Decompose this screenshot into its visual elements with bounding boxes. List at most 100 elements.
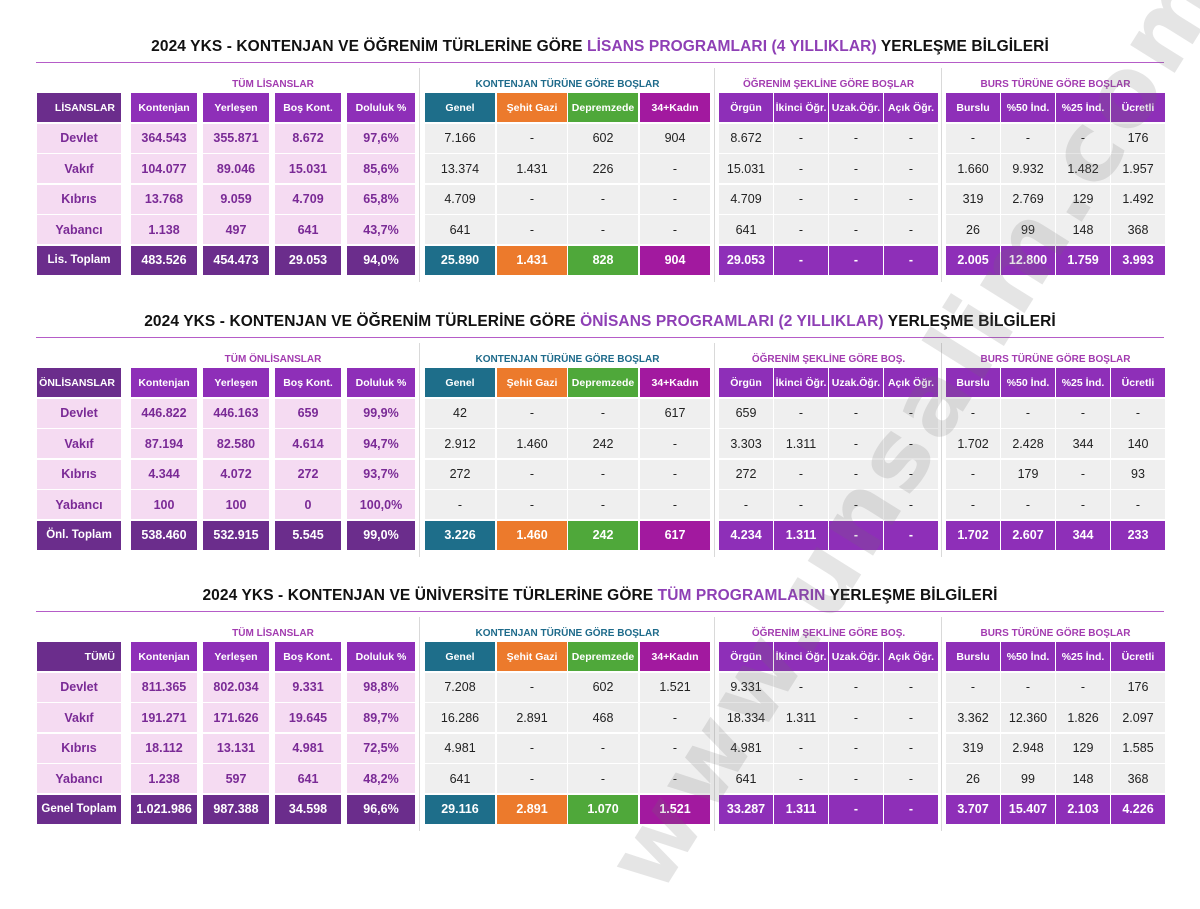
column-header: %50 İnd. (1001, 93, 1055, 122)
total-cell: 483.526 (131, 245, 197, 275)
corner-header: LİSANSLAR (37, 93, 121, 122)
table-cell: 272 (719, 459, 773, 489)
table-cell: - (497, 733, 567, 763)
total-cell: 987.388 (203, 794, 269, 824)
group-divider (714, 343, 715, 557)
total-cell: - (884, 245, 938, 275)
table-cell: 98,8% (347, 672, 415, 702)
row-label: Vakıf (37, 154, 121, 183)
total-cell: 33.287 (719, 794, 773, 824)
table-cell: 602 (568, 672, 638, 702)
total-cell: - (884, 794, 938, 824)
table-cell: 4.981 (425, 733, 495, 763)
group-header: KONTENJAN TÜRÜNE GÖRE BOŞLAR (475, 79, 660, 90)
column-header: Genel (425, 368, 495, 397)
table-cell: - (1056, 490, 1110, 519)
total-cell: 1.070 (568, 794, 638, 824)
table-cell: - (884, 123, 938, 153)
total-cell: 15.407 (1001, 794, 1055, 824)
total-label: Genel Toplam (37, 794, 121, 824)
column-header: Boş Kont. (275, 368, 341, 397)
table-cell: 99,9% (347, 398, 415, 428)
section-title-2: 2024 YKS - KONTENJAN VE ÜNİVERSİTE TÜRLE… (0, 587, 1200, 605)
table-cell: 802.034 (203, 672, 269, 702)
group-divider (941, 617, 942, 831)
table-cell: 242 (568, 429, 638, 458)
table-cell: 65,8% (347, 184, 415, 214)
total-cell: 25.890 (425, 245, 495, 275)
column-header: İkinci Öğr. (774, 642, 828, 671)
table-cell: 319 (946, 733, 1000, 763)
table-cell: 19.645 (275, 703, 341, 732)
total-cell: 1.431 (497, 245, 567, 275)
table-cell: 8.672 (719, 123, 773, 153)
table-cell: - (568, 184, 638, 214)
column-header: Uzak.Öğr. (829, 93, 883, 122)
table-cell: 82.580 (203, 429, 269, 458)
table-cell: 617 (640, 398, 710, 428)
column-header: Ücretli (1111, 93, 1165, 122)
column-header: Şehit Gazi (497, 93, 567, 122)
table-cell: - (568, 459, 638, 489)
column-header: Şehit Gazi (497, 642, 567, 671)
table-cell: 93,7% (347, 459, 415, 489)
table-cell: 1.431 (497, 154, 567, 183)
table-cell: - (640, 429, 710, 458)
column-header: %50 İnd. (1001, 368, 1055, 397)
group-header: BURS TÜRÜNE GÖRE BOŞLAR (980, 628, 1131, 639)
table-cell: 368 (1111, 215, 1165, 244)
table-cell: 226 (568, 154, 638, 183)
column-header: Burslu (946, 642, 1000, 671)
column-header: %25 İnd. (1056, 368, 1110, 397)
row-label: Devlet (37, 398, 121, 428)
total-cell: 617 (640, 520, 710, 550)
table-cell: 1.460 (497, 429, 567, 458)
table-cell: 2.891 (497, 703, 567, 732)
row-label: Yabancı (37, 490, 121, 519)
column-header: İkinci Öğr. (774, 93, 828, 122)
total-cell: 454.473 (203, 245, 269, 275)
table-cell: - (829, 733, 883, 763)
table-cell: - (774, 184, 828, 214)
table-cell: 3.362 (946, 703, 1000, 732)
table-cell: 89.046 (203, 154, 269, 183)
table-cell: - (884, 490, 938, 519)
section-rule (36, 337, 1164, 338)
table-cell: 129 (1056, 733, 1110, 763)
total-cell: 532.915 (203, 520, 269, 550)
table-cell: - (884, 733, 938, 763)
title-suffix: YERLEŞME BİLGİLERİ (876, 38, 1049, 55)
table-cell: - (774, 398, 828, 428)
table-cell: - (568, 733, 638, 763)
table-cell: - (884, 429, 938, 458)
total-cell: 2.891 (497, 794, 567, 824)
table-cell: 99 (1001, 215, 1055, 244)
total-cell: - (829, 245, 883, 275)
table-cell: 26 (946, 215, 1000, 244)
group-divider (419, 68, 420, 282)
column-header: Depremzede (568, 368, 638, 397)
table-cell: 641 (275, 764, 341, 793)
table-cell: 1.521 (640, 672, 710, 702)
table-cell: 1.492 (1111, 184, 1165, 214)
table-cell: - (497, 184, 567, 214)
group-divider (941, 68, 942, 282)
table-cell: 9.331 (719, 672, 773, 702)
table-cell: - (946, 490, 1000, 519)
column-header: 34+Kadın (640, 642, 710, 671)
table-cell: - (829, 490, 883, 519)
table-cell: - (719, 490, 773, 519)
total-cell: 3.707 (946, 794, 1000, 824)
group-header: BURS TÜRÜNE GÖRE BOŞLAR (980, 79, 1131, 90)
table-cell: - (1111, 490, 1165, 519)
column-header: Şehit Gazi (497, 368, 567, 397)
total-cell: 3.226 (425, 520, 495, 550)
group-header: ÖĞRENİM ŞEKLİNE GÖRE BOŞ. (751, 628, 906, 639)
total-cell: 1.759 (1056, 245, 1110, 275)
table-cell: - (1001, 672, 1055, 702)
column-header: Depremzede (568, 642, 638, 671)
table-cell: - (829, 154, 883, 183)
table-cell: 26 (946, 764, 1000, 793)
table-cell: - (1056, 398, 1110, 428)
table-cell: 140 (1111, 429, 1165, 458)
